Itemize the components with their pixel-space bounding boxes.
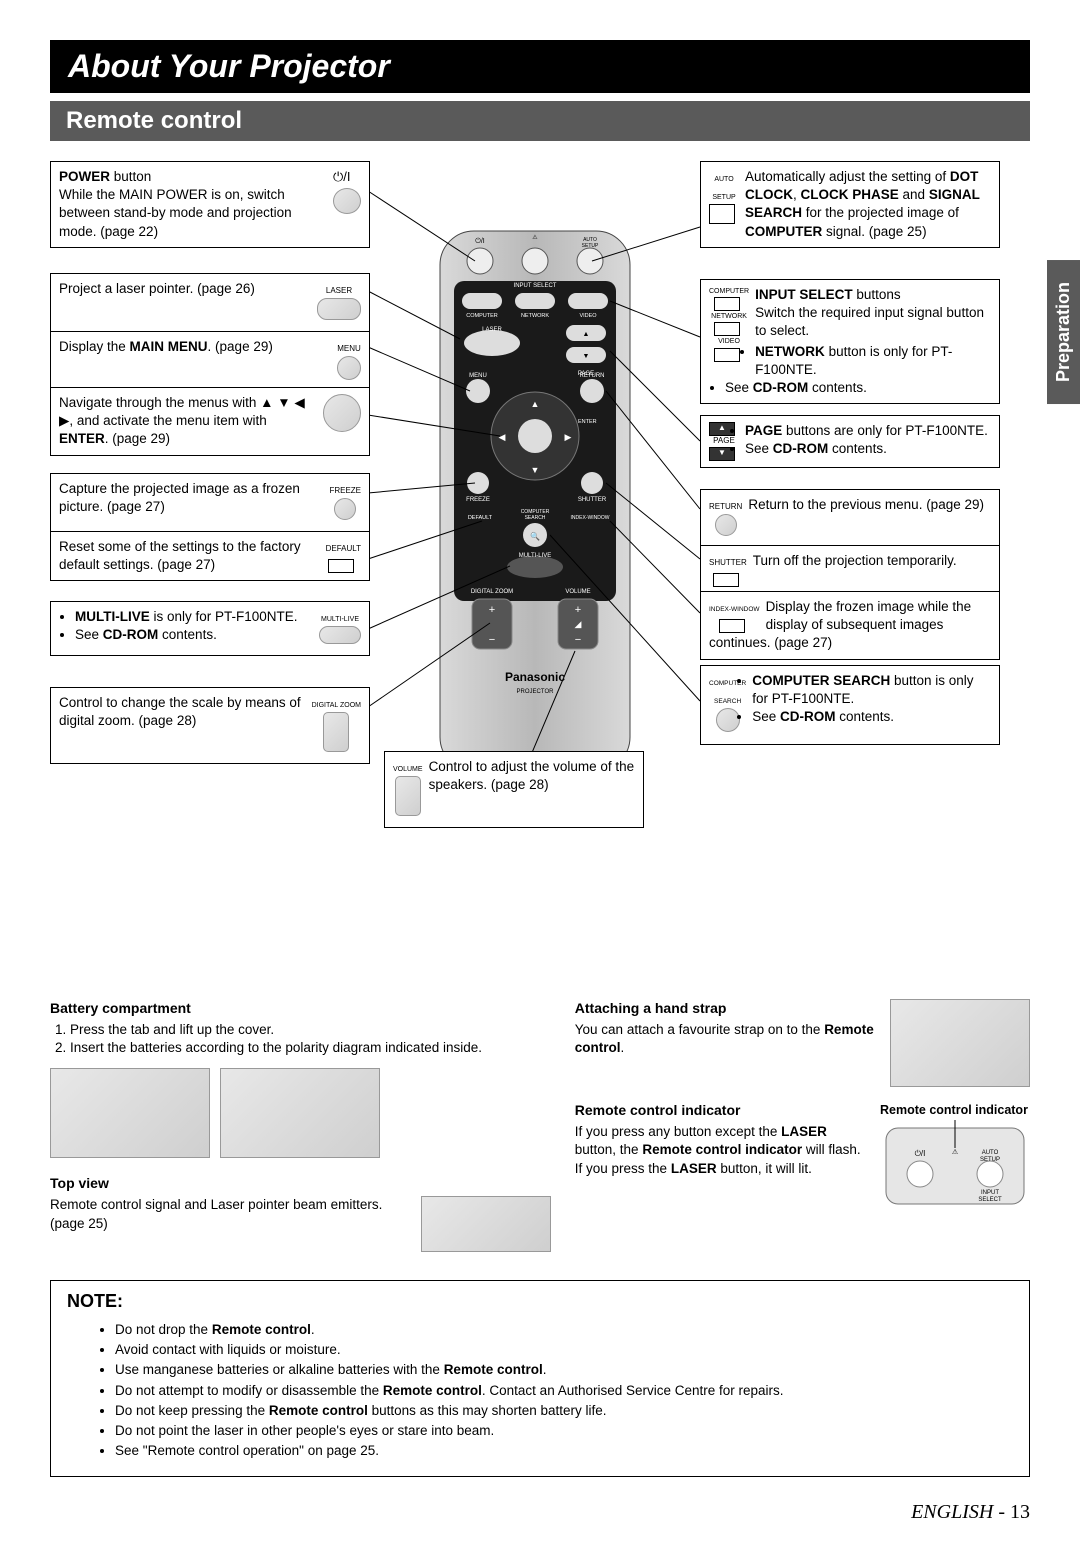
footer-lang: ENGLISH <box>911 1501 993 1523</box>
text: Control to change the scale by means of … <box>59 695 301 728</box>
callout-freeze: FREEZE Capture the projected image as a … <box>50 473 370 532</box>
callout-indexwindow: INDEX-WINDOW Display the frozen image wh… <box>700 591 1000 660</box>
text: Navigate through the menus with ▲ ▼ ◀ ▶,… <box>59 395 305 428</box>
indicator-image: ⏻/I ⚠ AUTO SETUP INPUT SELECT <box>880 1120 1030 1210</box>
note-list: Do not drop the Remote control.Avoid con… <box>67 1320 1013 1462</box>
text: While the MAIN POWER is on, switch betwe… <box>59 187 292 238</box>
svg-text:AUTO: AUTO <box>982 1150 999 1156</box>
svg-text:SETUP: SETUP <box>980 1157 1000 1163</box>
battery-step: Insert the batteries according to the po… <box>70 1039 551 1058</box>
text: Project a laser pointer. (page 26) <box>59 281 255 296</box>
text: Reset some of the settings to the factor… <box>59 539 301 572</box>
topview-image <box>421 1196 551 1252</box>
bottom-sections: Battery compartment Press the tab and li… <box>50 999 1030 1252</box>
strap-image <box>890 999 1030 1087</box>
note-item: Avoid contact with liquids or moisture. <box>115 1340 1013 1360</box>
callout-autosetup: AUTOSETUP Automatically adjust the setti… <box>700 161 1000 248</box>
topview-text: Remote control signal and Laser pointer … <box>50 1196 411 1252</box>
svg-text:⏻/I: ⏻/I <box>915 1149 926 1158</box>
note-box: NOTE: Do not drop the Remote control.Avo… <box>50 1280 1030 1477</box>
indicator-caption: Remote control indicator <box>880 1103 1028 1117</box>
note-title: NOTE: <box>67 1291 1013 1312</box>
footer-page: - 13 <box>998 1501 1030 1523</box>
note-item: Do not keep pressing the Remote control … <box>115 1401 1013 1421</box>
note-item: Do not attempt to modify or disassemble … <box>115 1381 1013 1401</box>
battery-title: Battery compartment <box>50 999 551 1019</box>
battery-image-2 <box>220 1068 380 1158</box>
topview-title: Top view <box>50 1174 551 1194</box>
remote-diagram: ⏻/I ⚠ AUTO SETUP INPUT SELECT COMPUTER N… <box>50 161 1030 981</box>
text: button <box>110 169 151 184</box>
callout-inputselect: COMPUTERNETWORKVIDEO INPUT SELECT button… <box>700 279 1000 404</box>
callout-menu: MENU Display the MAIN MENU. (page 29) <box>50 331 370 392</box>
svg-text:⚠: ⚠ <box>952 1148 958 1156</box>
callout-computersearch: COMPUTERSEARCH COMPUTER SEARCH button is… <box>700 665 1000 745</box>
indicator-title: Remote control indicator <box>575 1101 870 1121</box>
strap-title: Attaching a hand strap <box>575 999 880 1019</box>
text: Control to adjust the volume of the spea… <box>429 759 635 792</box>
callout-default: DEFAULT Reset some of the settings to th… <box>50 531 370 581</box>
svg-text:INPUT: INPUT <box>981 1190 999 1196</box>
side-tab: Preparation <box>1047 260 1080 404</box>
text: Return to the previous menu. (page 29) <box>748 497 984 512</box>
callout-shutter: SHUTTER Turn off the projection temporar… <box>700 545 1000 595</box>
callout-volume: VOLUME Control to adjust the volume of t… <box>384 751 644 828</box>
callout-multilive: MULTI-LIVE MULTI-LIVE is only for PT-F10… <box>50 601 370 656</box>
battery-image-1 <box>50 1068 210 1158</box>
footer: ENGLISH - 13 <box>50 1501 1030 1524</box>
callout-page: ▲PAGE▼ PAGE buttons are only for PT-F100… <box>700 415 1000 468</box>
text: Turn off the projection temporarily. <box>753 553 957 568</box>
callout-dzoom: DIGITAL ZOOM Control to change the scale… <box>50 687 370 764</box>
section-heading: Remote control <box>50 101 1030 141</box>
note-item: Use manganese batteries or alkaline batt… <box>115 1360 1013 1380</box>
svg-text:SELECT: SELECT <box>978 1197 1002 1203</box>
label: POWER <box>59 169 110 184</box>
page-title: About Your Projector <box>50 40 1030 93</box>
note-item: Do not point the laser in other people's… <box>115 1421 1013 1441</box>
callout-return: RETURN Return to the previous menu. (pag… <box>700 489 1000 548</box>
callout-laser: LASER Project a laser pointer. (page 26) <box>50 273 370 332</box>
note-item: Do not drop the Remote control. <box>115 1320 1013 1340</box>
battery-step: Press the tab and lift up the cover. <box>70 1021 551 1040</box>
note-item: See "Remote control operation" on page 2… <box>115 1441 1013 1461</box>
text: Display the <box>59 339 130 354</box>
callout-power: ⏻/I POWER button While the MAIN POWER is… <box>50 161 370 248</box>
text: Capture the projected image as a frozen … <box>59 481 300 514</box>
callout-nav: Navigate through the menus with ▲ ▼ ◀ ▶,… <box>50 387 370 456</box>
